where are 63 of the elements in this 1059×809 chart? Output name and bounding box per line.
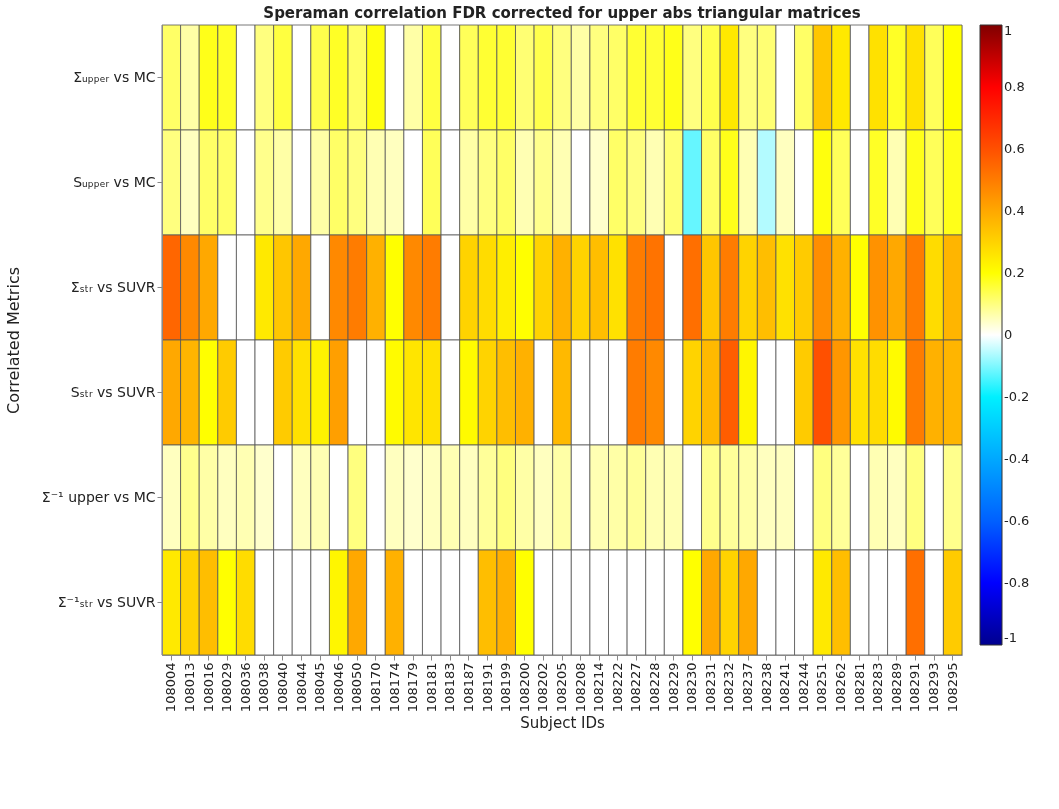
color-bar-label: -0.2 [1004,389,1030,404]
color-bar-label: 1 [1004,23,1013,38]
x-tick-label: 108251 [814,662,830,713]
y-tick-label: Σₛₜᵣ vs SUVR [70,278,156,295]
color-bar-label: 0.2 [1004,265,1025,280]
color-bar-label: -0.8 [1004,575,1030,590]
x-tick-label: 108241 [777,662,793,713]
x-tick-label: 108191 [479,662,495,713]
color-bar-label: -1 [1004,630,1017,645]
x-tick-label: 108200 [516,662,532,713]
x-tick-label: 108179 [405,662,421,713]
x-tick-label: 108199 [498,662,514,713]
x-tick-label: 108230 [684,662,700,713]
x-tick-label: 108038 [256,662,272,713]
y-tick-label: Sᵤₚₚₑᵣ vs MC [73,173,156,190]
y-tick-label: Σᵤₚₚₑᵣ vs MC [73,68,156,85]
y-tick-label: Sₛₜᵣ vs SUVR [70,383,156,400]
x-tick-label: 108170 [367,662,383,713]
x-axis-title: Subject IDs [520,714,605,733]
x-tick-label: 108016 [200,662,216,713]
y-tick-label: Σ⁻¹ₛₜᵣ vs SUVR [57,593,156,610]
x-tick-label: 108036 [237,662,253,713]
x-tick-label: 108229 [665,662,681,713]
color-bar-label: 0.6 [1004,141,1025,156]
x-tick-label: 108046 [330,662,346,713]
color-bar-label: 0.8 [1004,79,1025,94]
x-tick-label: 108183 [442,662,458,713]
color-bar-label: -0.6 [1004,513,1030,528]
x-tick-label: 108181 [423,662,439,713]
color-bar-label: 0 [1004,327,1013,342]
x-tick-label: 108174 [386,662,402,713]
x-tick-label: 108004 [163,662,179,713]
x-tick-label: 108231 [702,662,718,713]
y-axis-title: Correlated Metrics [3,266,23,415]
x-tick-label: 108244 [795,662,811,713]
x-tick-label: 108205 [554,662,569,713]
x-tick-label: 108013 [181,662,197,713]
x-tick-label: 108232 [721,662,737,713]
color-bar-label: -0.4 [1004,451,1030,466]
x-tick-label: 108228 [647,662,663,713]
y-tick-label: Σ⁻¹ upper vs MC [41,488,156,505]
x-tick-label: 108202 [535,662,551,713]
x-tick-label: 108222 [609,662,625,713]
x-tick-label: 108293 [926,662,942,713]
x-tick-label: 108262 [833,662,849,713]
color-bar-label: 0.4 [1004,203,1025,218]
x-tick-label: 108238 [758,662,774,713]
x-tick-label: 108281 [851,662,867,713]
x-tick-label: 108283 [870,662,886,713]
x-tick-label: 108187 [460,662,476,713]
x-tick-label: 108227 [628,662,644,713]
x-tick-label: 108044 [293,662,309,713]
x-tick-label: 108237 [740,662,756,713]
x-tick-label: 108291 [907,662,923,713]
x-tick-label: 108050 [349,662,365,713]
x-tick-label: 108295 [944,662,960,713]
x-tick-label: 108208 [572,662,588,713]
x-tick-label: 108040 [274,662,290,713]
x-tick-label: 108289 [888,662,904,713]
x-tick-label: 108045 [312,662,328,713]
chart-title: Speraman correlation FDR corrected for upper abs triangular matrices [263,3,861,22]
x-tick-label: 108029 [219,662,235,713]
x-tick-label: 108214 [591,662,607,713]
